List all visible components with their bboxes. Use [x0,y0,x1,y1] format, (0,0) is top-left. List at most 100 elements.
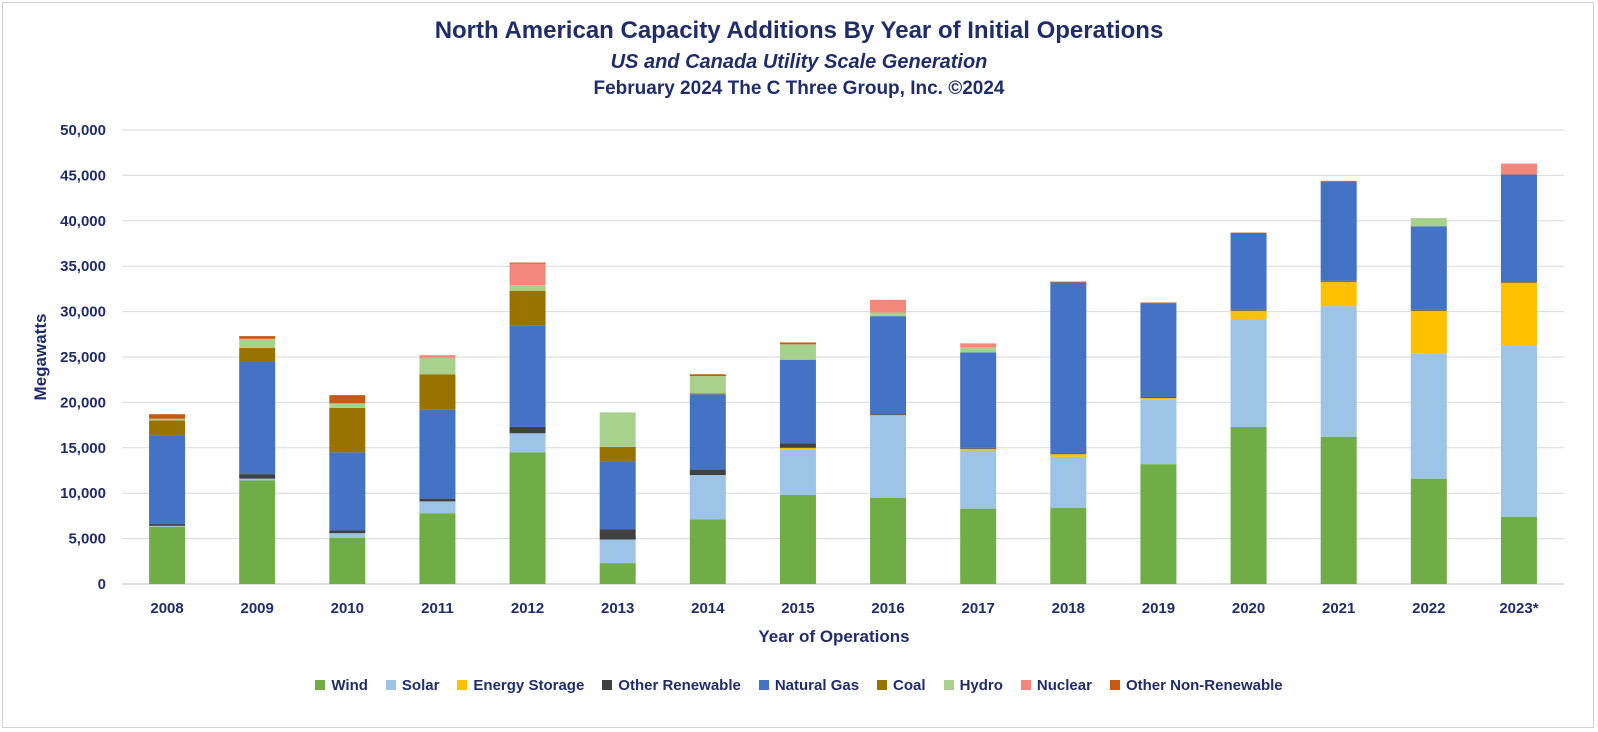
bar-segment [329,395,366,404]
bar-segment [779,344,816,360]
bar-segment [329,537,366,584]
bar-segment [1230,309,1267,311]
bar-segment [960,352,997,448]
y-tick-label: 0 [98,576,106,593]
legend-label: Coal [893,677,926,694]
bar-segment [329,533,366,538]
x-tick-label: 2016 [871,600,904,617]
chart-titles: North American Capacity Additions By Yea… [0,14,1598,102]
bar-segment [509,325,546,427]
legend-label: Hydro [959,677,1003,694]
bar-segment [779,342,816,345]
legend-swatch [758,680,769,690]
bar-segment [329,407,366,453]
bar-segment [1320,180,1357,182]
x-tick-label: 2019 [1142,600,1175,617]
bar-segment [1140,399,1177,465]
bar-segment [1140,302,1177,304]
bar-segment [239,347,276,362]
bar-segment [689,393,726,395]
bar-segment [689,374,726,377]
bar-segment [149,435,186,525]
bar-segment [689,519,726,584]
legend-item: Solar [385,677,439,694]
bar-segment [689,394,726,470]
x-tick-label: 2021 [1322,600,1355,617]
y-axis-title: Megawatts [31,314,50,401]
bar-segment [960,447,997,449]
bar-segment [509,263,546,286]
y-tick-label: 20,000 [60,394,106,411]
bar-segment [870,316,907,415]
bar-segment [1410,478,1447,584]
bar-segment [239,478,276,481]
bar-segment [1410,309,1447,311]
bar-segment [779,447,816,450]
bar-segment [1050,282,1087,454]
legend-swatch [943,680,954,690]
bar-segment [870,414,907,416]
bar-segment [1230,232,1267,234]
bar-segment [419,355,456,358]
bar-segment [419,409,456,499]
bar-segment [239,336,276,339]
bar-segment [870,312,907,317]
bar-segment [689,475,726,520]
bar-segment [1050,453,1087,455]
bar-segment [419,374,456,410]
x-tick-label: 2013 [601,600,634,617]
bar-segment [1140,303,1177,397]
bar-segment [329,530,366,534]
y-tick-label: 40,000 [60,213,106,230]
bar-segment [509,290,546,326]
bar-segment [149,420,186,436]
legend-swatch [877,680,888,690]
bar-segment [1140,464,1177,584]
chart-legend: Wind Solar Energy Storage Other Renewable Na… [0,677,1598,694]
bar-segment [239,361,276,475]
x-tick-label: 2009 [241,600,274,617]
legend-item: Other Renewable [602,677,741,694]
legend-swatch [1109,680,1120,690]
legend-label: Other Non-Renewable [1125,677,1283,694]
bar-segment [1050,454,1087,457]
bar-segment [779,449,816,496]
bar-segment [960,450,997,509]
bar-segment [599,539,636,564]
y-tick-label: 45,000 [60,167,106,184]
bar-segment [1320,181,1357,281]
bar-segment [1230,310,1267,319]
bar-segment [1410,353,1447,479]
bar-segment [239,338,276,348]
bar-segment [149,525,186,527]
bar-segment [419,513,456,584]
bar-segment [1410,310,1447,354]
bar-segment [1500,163,1537,175]
legend-label: Natural Gas [774,677,860,694]
bar-segment [1050,507,1087,584]
bar-segment [329,403,366,408]
bar-segment [1320,281,1357,307]
bar-segment [239,474,276,479]
bar-segment [870,497,907,584]
y-tick-label: 50,000 [60,122,106,139]
bar-segment [960,343,997,348]
legend-label: Wind [331,677,368,694]
y-tick-label: 5,000 [68,531,106,548]
x-tick-label: 2022 [1412,600,1445,617]
bar-segment [1410,226,1447,310]
bar-segment [689,376,726,394]
bar-segment [599,529,636,540]
y-tick-label: 15,000 [60,440,106,457]
legend-label: Energy Storage [473,677,585,694]
bar-segment [509,452,546,584]
legend-swatch [1020,680,1031,690]
bar-segment [870,416,907,498]
bar-segment [329,452,366,531]
bar-segment [419,501,456,514]
bar-segment [1050,456,1087,508]
bar-segment [1320,280,1357,282]
x-tick-label: 2008 [150,600,183,617]
legend-item: Hydro [943,677,1003,694]
bar-segment [960,448,997,451]
